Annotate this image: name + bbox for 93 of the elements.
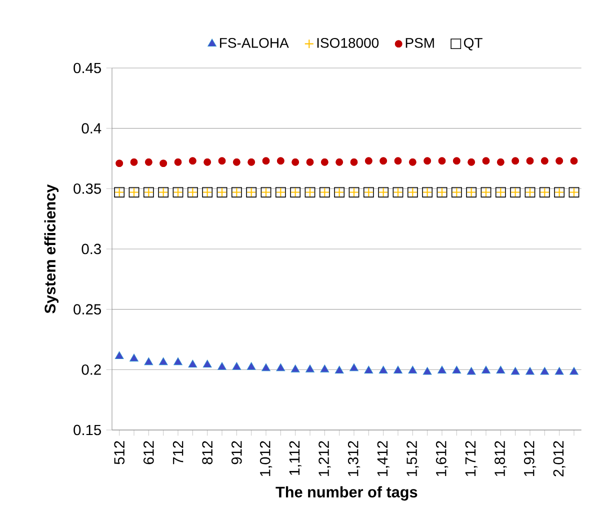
x-axis-title: The number of tags xyxy=(276,486,418,501)
point xyxy=(512,157,520,165)
point xyxy=(144,158,152,166)
y-tick-label: 0.45 xyxy=(74,62,101,74)
point xyxy=(468,158,476,166)
point xyxy=(204,158,212,166)
x-tick-label: 912 xyxy=(231,441,242,464)
point xyxy=(174,357,182,366)
y-axis-title: System efficiency xyxy=(44,184,59,314)
point xyxy=(202,360,212,368)
point xyxy=(482,157,490,165)
legend-label: QT xyxy=(464,38,482,50)
point xyxy=(130,354,138,362)
y-tick-label: 0.4 xyxy=(82,123,102,134)
point xyxy=(482,366,490,374)
point xyxy=(130,158,138,166)
point xyxy=(364,157,372,165)
x-tick-label: 1,212 xyxy=(318,441,331,476)
point xyxy=(408,366,418,374)
point xyxy=(218,362,226,370)
point xyxy=(394,366,402,374)
point xyxy=(526,366,534,375)
point xyxy=(144,357,154,366)
point xyxy=(452,157,460,165)
point xyxy=(364,366,374,374)
y-tick-label: 0.15 xyxy=(74,424,101,436)
point xyxy=(466,366,476,375)
legend-label: FS-ALOHA xyxy=(220,38,289,48)
point xyxy=(116,160,124,168)
point xyxy=(160,160,168,168)
x-tick-label: 712 xyxy=(172,441,184,464)
point xyxy=(380,157,388,165)
point xyxy=(218,157,226,165)
point xyxy=(526,157,534,165)
x-tick-label: 2,012 xyxy=(553,441,566,476)
x-tick-label: 1,012 xyxy=(260,441,272,476)
point xyxy=(158,357,168,366)
x-tick-label: 1,712 xyxy=(465,441,478,476)
point xyxy=(496,366,506,374)
x-tick-label: 1,312 xyxy=(348,441,360,476)
point xyxy=(350,363,358,372)
x-tick-label: 1,612 xyxy=(436,441,448,476)
point xyxy=(438,157,446,165)
point xyxy=(232,158,240,166)
legend-label: ISO18000 xyxy=(317,38,379,48)
point xyxy=(232,362,242,370)
x-tick-label: 512 xyxy=(114,441,125,464)
x-tick-label: 1,512 xyxy=(406,441,419,476)
point xyxy=(248,158,256,166)
point xyxy=(540,366,550,375)
point xyxy=(540,157,548,165)
point xyxy=(114,351,124,360)
point xyxy=(554,366,564,375)
y-tick-label: 0.35 xyxy=(74,183,101,194)
point xyxy=(394,157,402,165)
y-tick-label: 0.25 xyxy=(74,304,101,315)
point xyxy=(320,158,328,166)
point xyxy=(188,360,198,368)
point xyxy=(276,157,284,165)
point xyxy=(290,364,300,372)
point xyxy=(262,157,270,165)
point xyxy=(174,158,182,166)
point xyxy=(556,157,564,165)
point xyxy=(334,366,344,374)
point xyxy=(570,366,578,375)
y-tick-label: 0.2 xyxy=(82,364,101,375)
point xyxy=(276,363,286,372)
x-tick-label: 812 xyxy=(202,441,213,464)
x-tick-label: 1,112 xyxy=(289,441,302,475)
point xyxy=(452,366,462,374)
point xyxy=(570,157,578,165)
legend-label: PSM xyxy=(406,38,434,48)
point xyxy=(424,157,432,165)
point xyxy=(422,366,432,375)
point xyxy=(292,158,300,166)
point xyxy=(378,366,388,374)
point xyxy=(336,158,344,166)
y-tick-label: 0.3 xyxy=(82,244,101,254)
point xyxy=(510,366,520,375)
x-tick-label: 1,412 xyxy=(377,441,390,476)
x-tick-label: 612 xyxy=(143,441,154,464)
point xyxy=(438,366,446,374)
x-tick-label: 1,812 xyxy=(494,441,507,476)
point xyxy=(262,363,270,372)
point xyxy=(188,157,196,165)
point xyxy=(320,364,330,372)
point xyxy=(408,158,416,166)
x-tick-label: 1,912 xyxy=(524,441,536,476)
point xyxy=(306,158,314,166)
point xyxy=(306,364,314,372)
point xyxy=(496,158,504,166)
point xyxy=(246,362,256,370)
point xyxy=(350,158,358,166)
